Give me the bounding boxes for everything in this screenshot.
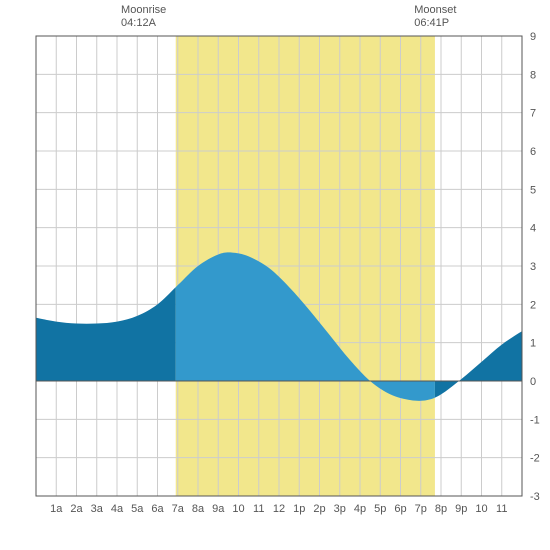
moonset-title: Moonset xyxy=(414,4,456,17)
x-tick-label: 5a xyxy=(131,503,144,515)
x-tick-label: 1p xyxy=(293,503,305,515)
tide-moon-chart: Moonrise 04:12A Moonset 06:41P -3-2-1012… xyxy=(0,0,550,550)
y-tick-label: 2 xyxy=(530,299,536,311)
y-tick-label: -2 xyxy=(530,453,540,465)
y-tick-label: -3 xyxy=(530,491,540,503)
chart-svg: -3-2-101234567891a2a3a4a5a6a7a8a9a101112… xyxy=(0,0,550,550)
x-tick-label: 6a xyxy=(151,503,164,515)
x-tick-label: 4p xyxy=(354,503,366,515)
moonset-time: 06:41P xyxy=(414,17,456,30)
y-tick-label: 9 xyxy=(530,31,536,43)
y-tick-label: 8 xyxy=(530,69,536,81)
x-tick-label: 11 xyxy=(496,503,507,515)
x-tick-label: 9p xyxy=(455,503,467,515)
x-tick-label: 4a xyxy=(111,503,124,515)
moonset-annotation: Moonset 06:41P xyxy=(414,4,456,30)
x-tick-label: 2p xyxy=(313,503,325,515)
x-tick-label: 11 xyxy=(253,503,264,515)
y-tick-label: -1 xyxy=(530,414,540,426)
x-tick-label: 7a xyxy=(172,503,185,515)
moonrise-title: Moonrise xyxy=(121,4,166,17)
moonrise-time: 04:12A xyxy=(121,17,166,30)
x-tick-label: 10 xyxy=(232,503,244,515)
x-tick-label: 1a xyxy=(50,503,63,515)
moonrise-annotation: Moonrise 04:12A xyxy=(121,4,166,30)
x-tick-label: 3a xyxy=(91,503,104,515)
x-tick-label: 7p xyxy=(415,503,427,515)
y-tick-label: 5 xyxy=(530,184,536,196)
x-tick-label: 10 xyxy=(475,503,487,515)
x-tick-label: 2a xyxy=(70,503,83,515)
x-tick-label: 5p xyxy=(374,503,386,515)
x-tick-label: 6p xyxy=(394,503,406,515)
y-tick-label: 6 xyxy=(530,146,536,158)
y-tick-label: 7 xyxy=(530,108,536,120)
y-tick-label: 3 xyxy=(530,261,536,273)
y-tick-label: 1 xyxy=(530,338,536,350)
x-tick-label: 9a xyxy=(212,503,225,515)
y-tick-label: 0 xyxy=(530,376,536,388)
x-tick-label: 8p xyxy=(435,503,447,515)
y-tick-label: 4 xyxy=(530,223,536,235)
x-tick-label: 8a xyxy=(192,503,205,515)
x-tick-label: 12 xyxy=(273,503,285,515)
x-tick-label: 3p xyxy=(334,503,346,515)
